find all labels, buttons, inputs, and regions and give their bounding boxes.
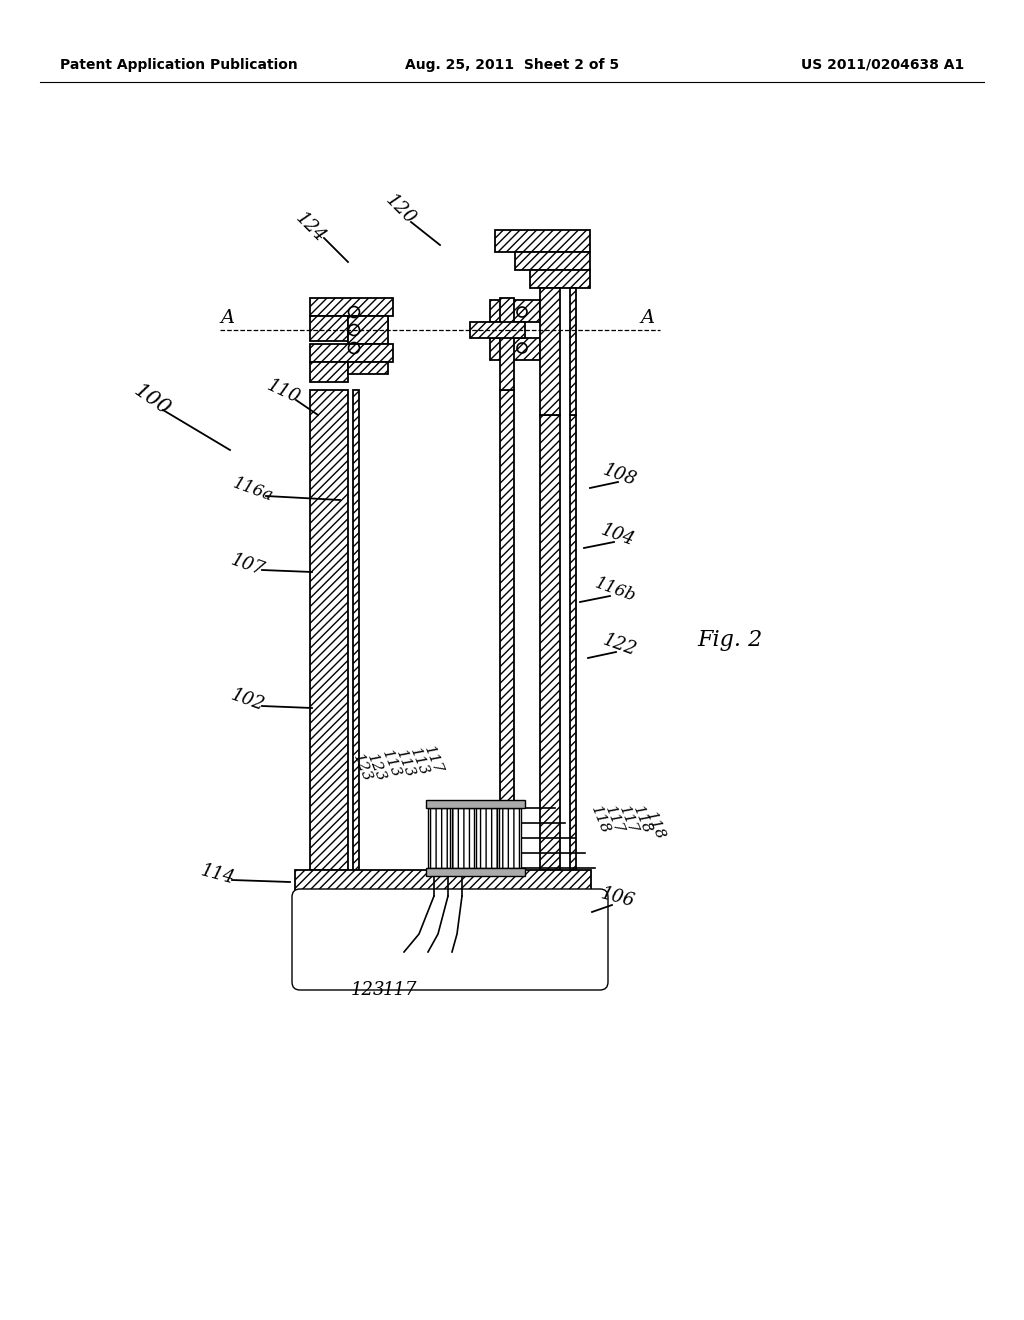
Bar [426,869,525,876]
Text: Patent Application Publication: Patent Application Publication [60,58,298,73]
Text: 100: 100 [130,380,174,420]
Bar [295,892,605,987]
Text: 108: 108 [601,461,639,490]
Text: 113: 113 [407,746,431,779]
Text: 106: 106 [599,884,637,911]
Bar [348,315,388,345]
Bar [490,300,540,322]
Text: 116a: 116a [230,475,275,506]
Text: 107: 107 [228,550,267,579]
Bar [348,362,388,374]
Bar [470,322,525,338]
Text: 117: 117 [421,743,445,776]
Text: 110: 110 [263,376,302,408]
Text: Aug. 25, 2011  Sheet 2 of 5: Aug. 25, 2011 Sheet 2 of 5 [404,58,620,73]
Text: 123: 123 [350,752,374,784]
Text: 122: 122 [601,631,639,660]
Bar [348,315,388,327]
Text: 102: 102 [228,685,267,714]
Bar [452,808,473,869]
Bar [500,298,514,389]
Bar [353,389,359,870]
Bar [540,414,560,870]
Bar [310,362,348,381]
Bar [428,808,450,869]
Text: 113: 113 [393,748,417,780]
Bar [310,389,348,870]
Text: 118: 118 [630,804,654,836]
Bar [426,800,525,808]
Bar [495,230,590,252]
Bar [310,315,348,341]
Text: 123: 123 [351,981,385,999]
Text: 117: 117 [383,981,417,999]
Text: Fig. 2: Fig. 2 [697,630,763,651]
Text: 113: 113 [379,748,403,780]
Text: US 2011/0204638 A1: US 2011/0204638 A1 [801,58,964,73]
Bar [515,252,590,271]
Bar [500,389,514,870]
Text: A: A [641,309,655,327]
Text: 117: 117 [616,804,640,836]
Bar [530,271,590,288]
Text: 123: 123 [364,752,388,784]
Bar [475,808,498,869]
Bar [570,414,575,870]
Text: 120: 120 [381,191,419,228]
Text: 116b: 116b [592,574,638,606]
Bar [295,870,591,892]
Bar [490,338,540,360]
Bar [310,345,393,362]
Bar [500,808,521,869]
Text: 117: 117 [602,804,626,836]
Bar [540,288,560,414]
Text: 104: 104 [599,520,637,549]
Text: 118: 118 [588,804,612,836]
FancyBboxPatch shape [292,888,608,990]
Text: 118: 118 [643,809,667,842]
Bar [310,298,393,315]
Text: 114: 114 [199,862,237,888]
Text: 124: 124 [292,210,329,247]
Bar [570,288,575,414]
Text: A: A [221,309,236,327]
